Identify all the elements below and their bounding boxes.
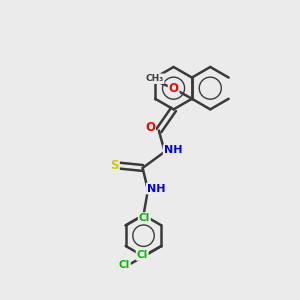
Text: NH: NH [147,184,165,194]
Text: Cl: Cl [136,250,148,260]
Text: CH₃: CH₃ [146,74,164,83]
Text: Cl: Cl [119,260,130,270]
Text: NH: NH [164,145,182,155]
Text: O: O [145,121,155,134]
Text: O: O [169,82,179,95]
Text: S: S [110,159,119,172]
Text: Cl: Cl [139,213,150,223]
